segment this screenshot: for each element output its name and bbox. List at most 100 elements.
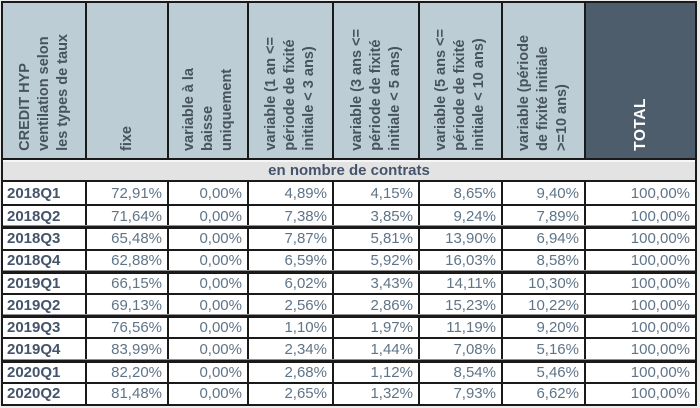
value-cell: 2,56% bbox=[249, 295, 334, 316]
value-cell: 81,48% bbox=[87, 383, 169, 404]
value-cell: 69,13% bbox=[87, 295, 169, 316]
value-cell: 0,00% bbox=[169, 250, 249, 271]
value-cell: 0,00% bbox=[169, 339, 249, 360]
column-header-text-variable-3-5-ans: variable (3 ans <= période de fixité ini… bbox=[348, 29, 403, 151]
value-cell: 3,43% bbox=[334, 273, 420, 293]
value-cell: 5,92% bbox=[334, 250, 420, 271]
value-cell: 2,34% bbox=[249, 339, 334, 360]
value-cell: 0,00% bbox=[169, 295, 249, 316]
value-cell: 0,00% bbox=[169, 362, 249, 382]
section-header-label: en nombre de contrats bbox=[268, 161, 430, 179]
table-row-2018q4: 2018Q4 62,88% 0,00% 6,59% 5,92% 16,03% 8,58% 10… bbox=[3, 248, 695, 271]
total-value-cell: 100,00% bbox=[630, 230, 690, 248]
table-row-2018q1: 2018Q1 72,91% 0,00% 4,89% 4,15% 8,65% 9,40% 100… bbox=[3, 182, 695, 205]
value-cell: 4,89% bbox=[249, 182, 334, 205]
value-cell: 5,81% bbox=[334, 229, 420, 249]
row-label: 2019Q4 bbox=[3, 339, 87, 360]
value-cell: 72,91% bbox=[87, 182, 169, 205]
value-cell: 11,19% bbox=[420, 318, 503, 338]
row-label: 2018Q3 bbox=[3, 229, 87, 249]
row-label: 2018Q1 bbox=[3, 182, 87, 205]
row-label: 2018Q4 bbox=[3, 250, 87, 271]
value-cell: 0,00% bbox=[169, 273, 249, 293]
value-cell: 2,68% bbox=[249, 362, 334, 382]
value-cell: 9,20% bbox=[503, 318, 586, 338]
column-header-credit-hyp-title: CREDIT HYP ventilation selon les types d… bbox=[3, 3, 87, 158]
value-cell: 66,15% bbox=[87, 273, 169, 293]
table-row-2020q2: 2020Q2 81,48% 0,00% 2,65% 1,32% 7,93% 6,62% 100… bbox=[3, 381, 695, 404]
column-header-text-variable-1-3-ans: variable (1 an <= période de fixité init… bbox=[263, 37, 317, 151]
row-label: 2019Q1 bbox=[3, 273, 87, 293]
column-header-variable-5-10-ans: variable (5 ans <= période de fixité ini… bbox=[420, 3, 503, 158]
value-cell: 65,48% bbox=[87, 229, 169, 249]
value-cell: 5,16% bbox=[503, 339, 586, 360]
value-cell: 1,12% bbox=[334, 362, 420, 382]
value-cell: 7,87% bbox=[249, 229, 334, 249]
column-header-text-credit-hyp-title: CREDIT HYP ventilation selon les types d… bbox=[16, 34, 71, 151]
row-label: 2019Q2 bbox=[3, 295, 87, 316]
value-cell: 5,46% bbox=[503, 362, 586, 382]
value-cell: 6,59% bbox=[249, 250, 334, 271]
row-label: 2020Q2 bbox=[3, 383, 87, 404]
column-header-variable-10plus: variable (période de fixité initiale >=1… bbox=[503, 3, 586, 158]
value-cell: 7,93% bbox=[420, 383, 503, 404]
value-cell: 1,32% bbox=[334, 383, 420, 404]
table-row-2019q4: 2019Q4 83,99% 0,00% 2,34% 1,44% 7,08% 5,16% 100… bbox=[3, 337, 695, 360]
column-header-text-variable-10plus: variable (période de fixité initiale >=1… bbox=[516, 34, 570, 151]
section-header-band: en nombre de contrats bbox=[3, 160, 695, 182]
value-cell: 71,64% bbox=[87, 206, 169, 227]
total-value-cell: 100,00% bbox=[630, 340, 690, 358]
value-cell: 2,65% bbox=[249, 383, 334, 404]
table-row-2019q2: 2019Q2 69,13% 0,00% 2,56% 2,86% 15,23% 10,22% 1… bbox=[3, 293, 695, 316]
value-cell: 16,03% bbox=[420, 250, 503, 271]
value-cell: 0,00% bbox=[169, 182, 249, 205]
table-header-row: CREDIT HYP ventilation selon les types d… bbox=[3, 3, 695, 160]
value-cell: 14,11% bbox=[420, 273, 503, 293]
column-header-text-variable-5-10-ans: variable (5 ans <= période de fixité ini… bbox=[433, 29, 487, 151]
value-cell: 6,62% bbox=[503, 383, 586, 404]
value-cell: 13,90% bbox=[420, 229, 503, 249]
total-value-cell: 100,00% bbox=[630, 274, 690, 292]
value-cell: 0,00% bbox=[169, 318, 249, 338]
table-body: 2018Q1 72,91% 0,00% 4,89% 4,15% 8,65% 9,40% 100… bbox=[3, 182, 695, 404]
value-cell: 10,30% bbox=[503, 273, 586, 293]
column-header-text-total: TOTAL bbox=[632, 98, 649, 151]
total-value-cell: 100,00% bbox=[630, 252, 690, 270]
total-value-cell: 100,00% bbox=[630, 363, 690, 381]
column-header-variable-3-5-ans: variable (3 ans <= période de fixité ini… bbox=[334, 3, 420, 158]
table-row-2020q1: 2020Q1 82,20% 0,00% 2,68% 1,12% 8,54% 5,46% 100… bbox=[3, 359, 695, 382]
value-cell: 0,00% bbox=[169, 206, 249, 227]
column-header-total: TOTAL bbox=[586, 3, 695, 158]
value-cell: 8,54% bbox=[420, 362, 503, 382]
total-value-cell: 100,00% bbox=[630, 319, 690, 337]
value-cell: 3,85% bbox=[334, 206, 420, 227]
value-cell: 4,15% bbox=[334, 182, 420, 205]
value-cell: 7,08% bbox=[420, 339, 503, 360]
total-value-cell: 100,00% bbox=[630, 385, 690, 403]
value-cell: 8,58% bbox=[503, 250, 586, 271]
table-row-2019q1: 2019Q1 66,15% 0,00% 6,02% 3,43% 14,11% 10,30% 1… bbox=[3, 270, 695, 293]
row-label: 2018Q2 bbox=[3, 206, 87, 227]
total-value-cell: 100,00% bbox=[630, 207, 690, 225]
value-cell: 83,99% bbox=[87, 339, 169, 360]
column-header-text-variable-baisse: variable à la baisse uniquement bbox=[180, 67, 235, 151]
row-label: 2019Q3 bbox=[3, 318, 87, 338]
column-header-fixe: fixe bbox=[87, 3, 169, 158]
table-row-2019q3: 2019Q3 76,56% 0,00% 1,10% 1,97% 11,19% 9,20% 10… bbox=[3, 315, 695, 338]
value-cell: 76,56% bbox=[87, 318, 169, 338]
value-cell: 9,40% bbox=[503, 182, 586, 205]
column-header-variable-baisse: variable à la baisse uniquement bbox=[169, 3, 249, 158]
value-cell: 1,97% bbox=[334, 318, 420, 338]
total-value-cell: 100,00% bbox=[630, 184, 690, 202]
value-cell: 1,44% bbox=[334, 339, 420, 360]
column-header-text-fixe: fixe bbox=[118, 126, 135, 151]
total-value-cell: 100,00% bbox=[630, 296, 690, 314]
value-cell: 6,94% bbox=[503, 229, 586, 249]
value-cell: 8,65% bbox=[420, 182, 503, 205]
value-cell: 6,02% bbox=[249, 273, 334, 293]
value-cell: 0,00% bbox=[169, 229, 249, 249]
column-header-variable-1-3-ans: variable (1 an <= période de fixité init… bbox=[249, 3, 334, 158]
value-cell: 1,10% bbox=[249, 318, 334, 338]
